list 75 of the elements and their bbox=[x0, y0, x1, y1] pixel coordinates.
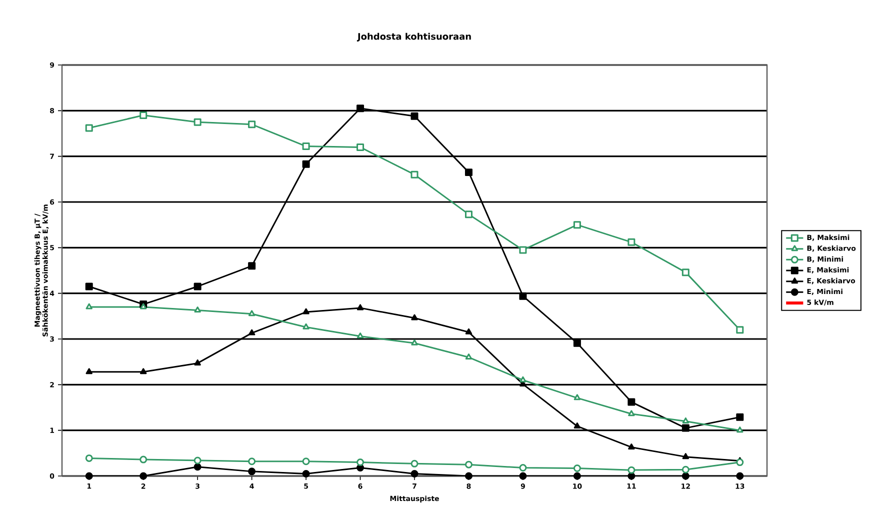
point bbox=[628, 398, 636, 406]
point bbox=[248, 329, 256, 336]
point bbox=[356, 304, 364, 310]
point bbox=[356, 332, 364, 339]
point bbox=[736, 426, 744, 433]
point bbox=[682, 268, 690, 276]
point bbox=[464, 168, 472, 176]
point bbox=[85, 472, 93, 480]
point bbox=[410, 170, 418, 178]
point bbox=[519, 246, 527, 254]
point bbox=[194, 118, 202, 126]
point bbox=[356, 104, 364, 112]
point bbox=[194, 463, 202, 471]
point bbox=[194, 456, 202, 464]
point bbox=[85, 454, 93, 462]
point bbox=[302, 470, 310, 478]
point bbox=[411, 339, 418, 346]
point bbox=[302, 323, 310, 330]
point bbox=[356, 458, 364, 466]
point bbox=[248, 458, 256, 466]
point bbox=[682, 417, 690, 424]
point bbox=[682, 453, 690, 460]
point bbox=[465, 328, 472, 334]
point bbox=[628, 238, 636, 246]
point bbox=[628, 443, 635, 450]
point bbox=[248, 310, 256, 316]
point bbox=[574, 422, 581, 428]
chart-title: Johdosta kohtisuoraan bbox=[356, 32, 471, 42]
point bbox=[736, 326, 744, 334]
point bbox=[248, 468, 256, 476]
point bbox=[410, 460, 418, 468]
point bbox=[194, 282, 202, 290]
point bbox=[519, 464, 527, 472]
point bbox=[736, 472, 744, 480]
point bbox=[302, 142, 310, 150]
point bbox=[140, 368, 147, 374]
point bbox=[302, 308, 310, 314]
point bbox=[573, 464, 581, 472]
point bbox=[302, 160, 310, 168]
point bbox=[302, 458, 310, 466]
point bbox=[573, 472, 581, 480]
point bbox=[682, 472, 690, 480]
point bbox=[628, 410, 635, 416]
point bbox=[85, 124, 93, 132]
point bbox=[682, 424, 690, 432]
point bbox=[520, 376, 526, 382]
point bbox=[411, 314, 418, 320]
point bbox=[574, 394, 581, 400]
point bbox=[410, 112, 418, 120]
point bbox=[519, 472, 527, 480]
point bbox=[86, 303, 92, 310]
point bbox=[140, 472, 148, 480]
point bbox=[736, 458, 744, 466]
point bbox=[248, 262, 256, 270]
point bbox=[628, 472, 636, 480]
point bbox=[410, 470, 418, 478]
point bbox=[573, 339, 581, 347]
point bbox=[356, 143, 364, 151]
point bbox=[519, 292, 527, 300]
point bbox=[464, 472, 472, 480]
point bbox=[736, 413, 744, 421]
point bbox=[465, 354, 472, 360]
point bbox=[682, 466, 690, 474]
point bbox=[194, 359, 201, 366]
point bbox=[85, 282, 93, 290]
point bbox=[464, 460, 472, 468]
point bbox=[248, 120, 256, 128]
point bbox=[140, 111, 148, 119]
point bbox=[140, 303, 147, 310]
point bbox=[86, 368, 92, 374]
point bbox=[464, 210, 472, 218]
point bbox=[628, 466, 636, 474]
point bbox=[573, 221, 581, 229]
point bbox=[194, 306, 201, 312]
point bbox=[140, 456, 148, 464]
